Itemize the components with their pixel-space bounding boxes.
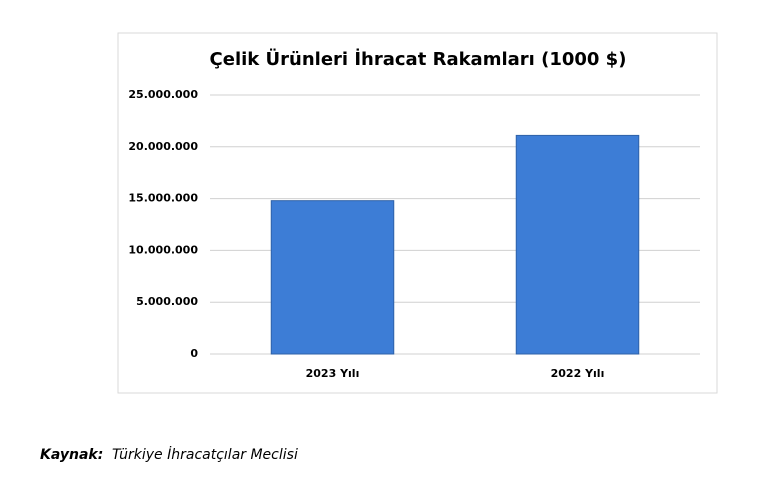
chart-title: Çelik Ürünleri İhracat Rakamları (1000 $… [210,48,627,70]
y-tick-label: 10.000.000 [128,243,198,256]
source-text: Türkiye İhracatçılar Meclisi [112,445,298,463]
x-tick-label: 2023 Yılı [306,367,360,380]
source-label: Kaynak: [40,447,103,463]
x-tick-label: 2022 Yılı [551,367,605,380]
y-tick-label: 20.000.000 [128,140,198,153]
y-tick-label: 25.000.000 [128,88,198,101]
y-tick-label: 15.000.000 [128,192,198,205]
y-tick-label: 5.000.000 [136,295,198,308]
y-tick-label: 0 [190,347,198,360]
bar [515,134,640,355]
bar [270,200,395,355]
